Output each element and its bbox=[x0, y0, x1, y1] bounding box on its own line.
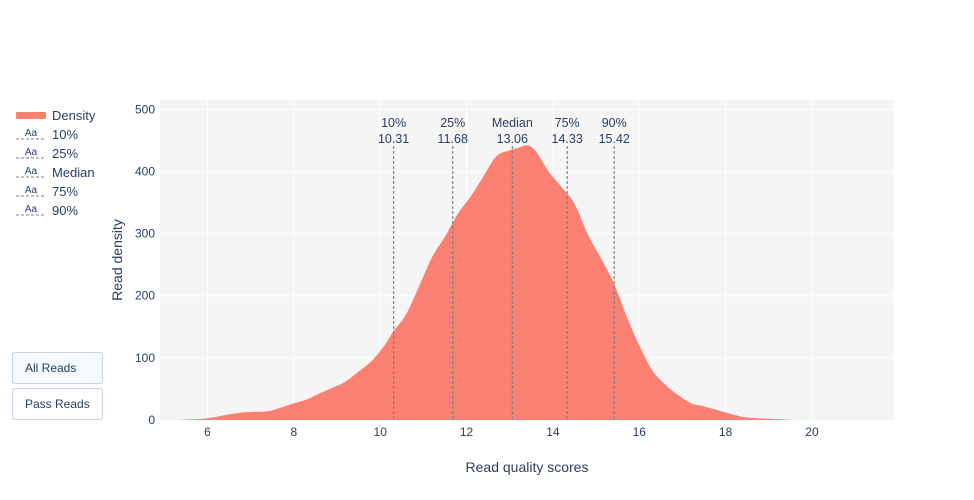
quantile-value: 14.33 bbox=[552, 132, 583, 146]
svg-text:Aa: Aa bbox=[25, 147, 38, 158]
y-tick-label: 500 bbox=[135, 102, 155, 116]
quantile-label: 75% bbox=[555, 116, 580, 130]
legend-label: Median bbox=[52, 165, 95, 180]
annotation-layer: 10% 10.31 25% 11.68 Median 13.06 75% 14.33 90% 15… bbox=[378, 116, 630, 420]
svg-text:Aa: Aa bbox=[25, 185, 38, 196]
legend-text-swatch: Aa bbox=[16, 185, 46, 197]
svg-text:Aa: Aa bbox=[25, 166, 38, 177]
svg-text:Aa: Aa bbox=[25, 128, 38, 139]
pass-reads-button[interactable]: Pass Reads bbox=[12, 388, 103, 420]
all-reads-button[interactable]: All Reads bbox=[12, 352, 103, 384]
x-tick-label: 8 bbox=[291, 425, 298, 439]
legend-label: 25% bbox=[52, 146, 79, 161]
quantile-label: 10% bbox=[381, 116, 406, 130]
legend-fill-swatch bbox=[16, 112, 46, 119]
svg-text:Aa: Aa bbox=[25, 204, 38, 215]
legend-text-swatch: Aa bbox=[16, 128, 46, 140]
legend-text-swatch: Aa bbox=[16, 147, 46, 159]
y-tick-label: 200 bbox=[135, 289, 155, 303]
x-tick-label: 12 bbox=[460, 425, 474, 439]
y-axis-title: Read density bbox=[109, 219, 125, 301]
quantile-label: 90% bbox=[602, 116, 627, 130]
legend-label: Density bbox=[52, 108, 96, 123]
x-tick-label: 16 bbox=[633, 425, 647, 439]
y-tick-label: 100 bbox=[135, 351, 155, 365]
legend-label: 10% bbox=[52, 127, 79, 142]
density-area bbox=[177, 145, 795, 420]
y-tick-label: 0 bbox=[148, 413, 155, 427]
x-tick-label: 10 bbox=[374, 425, 388, 439]
quantile-label: 25% bbox=[440, 116, 465, 130]
y-tick-label: 400 bbox=[135, 164, 155, 178]
legend-text-swatch: Aa bbox=[16, 166, 46, 178]
quantile-value: 15.42 bbox=[599, 132, 630, 146]
x-axis-ticks: 6 8 10 12 14 16 18 20 bbox=[204, 425, 819, 439]
legend-label: 75% bbox=[52, 184, 79, 199]
area-layer bbox=[177, 145, 795, 420]
x-tick-label: 6 bbox=[204, 425, 211, 439]
y-axis-ticks: 0 100 200 300 400 500 bbox=[135, 102, 155, 427]
y-tick-label: 300 bbox=[135, 227, 155, 241]
x-tick-label: 18 bbox=[719, 425, 733, 439]
legend-text-swatch: Aa bbox=[16, 204, 46, 216]
quantile-value: 10.31 bbox=[378, 132, 409, 146]
legend-label: 90% bbox=[52, 203, 79, 218]
quantile-label: Median bbox=[492, 116, 533, 130]
x-axis-title: Read quality scores bbox=[466, 459, 589, 475]
quantile-value: 11.68 bbox=[438, 132, 468, 146]
x-tick-label: 14 bbox=[546, 425, 560, 439]
x-tick-label: 20 bbox=[805, 425, 819, 439]
quantile-value: 13.06 bbox=[497, 132, 528, 146]
